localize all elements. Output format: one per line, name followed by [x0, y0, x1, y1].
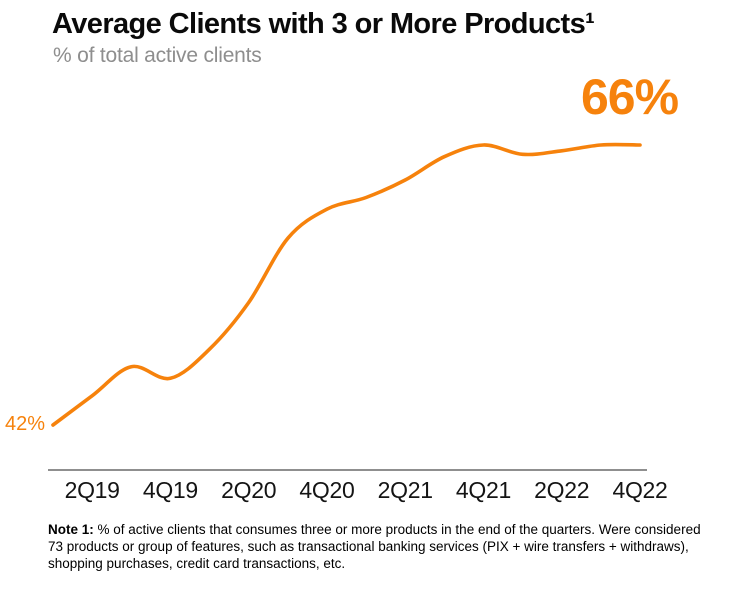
- start-value-label: 42%: [5, 413, 46, 435]
- x-tick-label: 2Q19: [64, 477, 120, 503]
- trend-line: [51, 142, 642, 427]
- footnote-line-2: 73 products or group of features, such a…: [48, 539, 689, 554]
- footnote-label: Note 1:: [48, 522, 94, 537]
- x-axis-tick-labels: 2Q19 4Q19 2Q20 4Q20 2Q21 4Q21 2Q22 4Q22: [0, 477, 738, 507]
- x-tick-label: 4Q22: [612, 477, 668, 503]
- footnote-line-3: shopping purchases, credit card transact…: [48, 556, 346, 571]
- x-axis-line: [48, 469, 647, 471]
- footnote: Note 1: % of active clients that consume…: [48, 521, 701, 572]
- x-tick-label: 2Q21: [377, 477, 433, 503]
- chart-title: Average Clients with 3 or More Products¹: [52, 8, 595, 40]
- chart-subtitle: % of total active clients: [53, 44, 262, 67]
- footnote-line-1: Note 1: % of active clients that consume…: [48, 521, 701, 538]
- footnote-text-1: % of active clients that consumes three …: [93, 522, 701, 537]
- x-tick-label: 4Q21: [455, 477, 511, 503]
- x-tick-label: 4Q19: [142, 477, 198, 503]
- end-value-label: 66%: [581, 69, 679, 125]
- x-tick-label: 2Q20: [221, 477, 277, 503]
- x-tick-label: 4Q20: [299, 477, 355, 503]
- x-tick-label: 2Q22: [534, 477, 590, 503]
